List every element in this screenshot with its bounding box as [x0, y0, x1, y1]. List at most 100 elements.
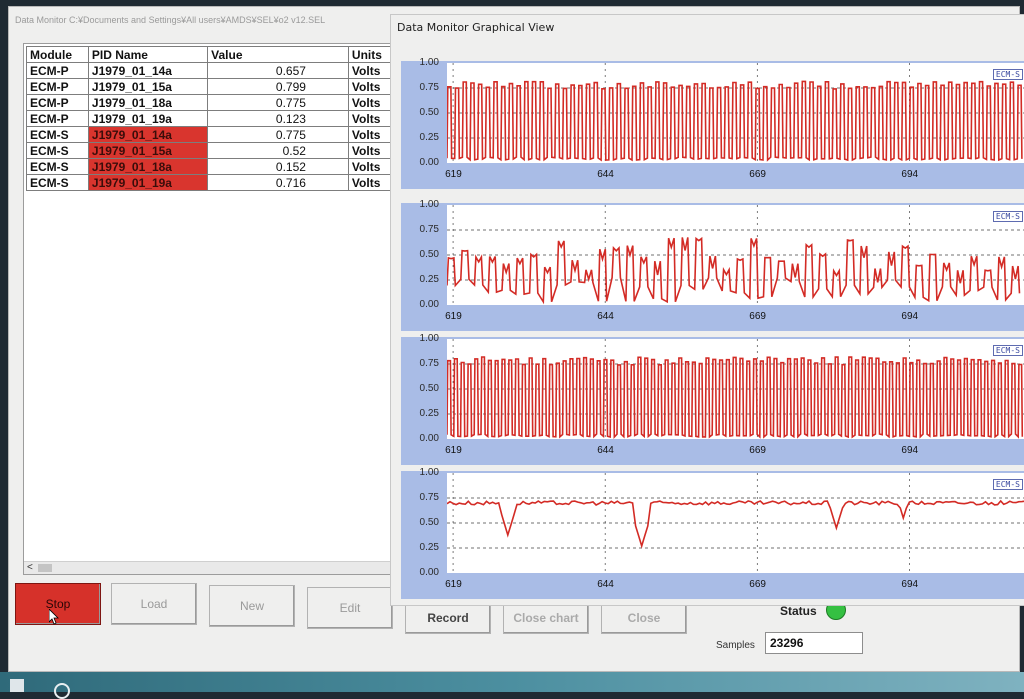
- y-tick-label: 0.50: [419, 249, 439, 260]
- plot-area[interactable]: ECM-S: [447, 63, 1024, 163]
- table-row[interactable]: ECM-S J1979_01_14a 0.775 Volts: [26, 126, 395, 143]
- y-tick-label: 1.00: [419, 467, 439, 478]
- value-cell: 0.123: [207, 110, 349, 127]
- column-header-value[interactable]: Value: [207, 46, 349, 63]
- status-label: Status: [780, 604, 817, 618]
- chart-panel: 1.00 0.75 0.50 0.25 0.00 ECM-S 619 644 669 694: [401, 199, 1024, 331]
- x-tick-label: 694: [901, 169, 919, 180]
- x-tick-label: 669: [749, 311, 766, 322]
- x-tick-label: 619: [445, 169, 462, 180]
- samples-label: Samples: [716, 640, 755, 651]
- y-tick-label: 0.50: [419, 383, 439, 394]
- y-tick-label: 0.75: [419, 492, 439, 503]
- plot-area[interactable]: ECM-S: [447, 473, 1024, 573]
- pid-name-cell: J1979_01_18a: [87, 158, 209, 175]
- module-cell: ECM-S: [26, 142, 89, 159]
- chart-legend[interactable]: ECM-S: [992, 479, 1023, 490]
- plot-area[interactable]: ECM-S: [447, 205, 1024, 305]
- pid-name-cell: J1979_01_14a: [87, 62, 209, 79]
- window-title: Data Monitor C:¥Documents and Settings¥A…: [15, 15, 326, 25]
- signal-trace-line: [447, 236, 1021, 305]
- units-cell: Volts: [347, 78, 395, 95]
- y-tick-label: 0.00: [419, 433, 439, 444]
- y-tick-label: 1.00: [419, 333, 439, 344]
- chart-legend[interactable]: ECM-S: [992, 345, 1023, 356]
- y-tick-label: 0.25: [419, 408, 439, 419]
- new-button[interactable]: New: [209, 585, 295, 627]
- x-tick-label: 694: [901, 579, 919, 590]
- signal-trace-line: [447, 499, 1024, 549]
- record-button[interactable]: Record: [405, 602, 491, 634]
- x-tick-label: 619: [445, 311, 462, 322]
- trace-svg: [447, 205, 1024, 305]
- y-tick-label: 0.75: [419, 224, 439, 235]
- taskbar: [0, 672, 1024, 692]
- column-header-module[interactable]: Module: [26, 46, 89, 63]
- units-cell: Volts: [347, 62, 395, 79]
- value-cell: 0.657: [207, 62, 349, 79]
- chart-panel: 1.00 0.75 0.50 0.25 0.00 ECM-S 619 644 669 694: [401, 57, 1024, 189]
- table-row[interactable]: ECM-P J1979_01_15a 0.799 Volts: [26, 78, 395, 95]
- table-row[interactable]: ECM-P J1979_01_19a 0.123 Volts: [26, 110, 395, 127]
- y-tick-label: 1.00: [419, 57, 439, 68]
- mouse-cursor-icon: [49, 609, 59, 625]
- units-cell: Volts: [347, 110, 395, 127]
- pid-name-cell: J1979_01_14a: [87, 126, 209, 143]
- module-cell: ECM-P: [26, 78, 89, 95]
- table-row[interactable]: ECM-P J1979_01_14a 0.657 Volts: [26, 62, 395, 79]
- windows-start-icon[interactable]: [10, 679, 24, 692]
- module-cell: ECM-S: [26, 126, 89, 143]
- signal-trace-line: [447, 80, 1023, 162]
- chart-legend[interactable]: ECM-S: [992, 211, 1023, 222]
- y-tick-label: 0.00: [419, 157, 439, 168]
- close-chart-button[interactable]: Close chart: [503, 602, 589, 634]
- search-icon[interactable]: [54, 683, 70, 699]
- module-cell: ECM-P: [26, 94, 89, 111]
- x-tick-label: 619: [445, 445, 462, 456]
- y-tick-label: 0.75: [419, 358, 439, 369]
- pid-table-area: Module PID Name Value Units ECM-P J1979_0…: [23, 43, 395, 575]
- x-tick-label: 644: [597, 445, 614, 456]
- y-tick-label: 0.00: [419, 567, 439, 578]
- trace-svg: [447, 63, 1024, 163]
- column-header-pid-name[interactable]: PID Name: [87, 46, 209, 63]
- chart-legend[interactable]: ECM-S: [992, 69, 1023, 80]
- module-cell: ECM-S: [26, 174, 89, 191]
- module-cell: ECM-S: [26, 158, 89, 175]
- pid-name-cell: J1979_01_15a: [87, 142, 209, 159]
- value-cell: 0.152: [207, 158, 349, 175]
- load-button[interactable]: Load: [111, 583, 197, 625]
- pid-name-cell: J1979_01_18a: [87, 94, 209, 111]
- plot-area[interactable]: ECM-S: [447, 339, 1024, 439]
- value-cell: 0.799: [207, 78, 349, 95]
- samples-field: 23296: [765, 632, 863, 654]
- x-tick-label: 644: [597, 579, 614, 590]
- table-row[interactable]: ECM-S J1979_01_15a 0.52 Volts: [26, 142, 395, 159]
- table-row[interactable]: ECM-S J1979_01_18a 0.152 Volts: [26, 158, 395, 175]
- horizontal-scrollbar[interactable]: <: [24, 561, 394, 574]
- units-cell: Volts: [347, 142, 395, 159]
- table-row[interactable]: ECM-P J1979_01_18a 0.775 Volts: [26, 94, 395, 111]
- pid-table: Module PID Name Value Units ECM-P J1979_0…: [26, 46, 395, 191]
- x-tick-label: 644: [597, 311, 614, 322]
- units-cell: Volts: [347, 126, 395, 143]
- x-tick-label: 669: [749, 445, 766, 456]
- table-row[interactable]: ECM-S J1979_01_19a 0.716 Volts: [26, 174, 395, 191]
- chart-panel: 1.00 0.75 0.50 0.25 0.00 ECM-S 619 644 669 694: [401, 333, 1024, 465]
- trace-svg: [447, 339, 1024, 439]
- table-header-row: Module PID Name Value Units: [26, 46, 395, 63]
- edit-button[interactable]: Edit: [307, 587, 393, 629]
- trace-svg: [447, 473, 1024, 573]
- scroll-thumb[interactable]: [38, 564, 52, 572]
- scroll-left-arrow-icon[interactable]: <: [27, 562, 33, 573]
- signal-trace-line: [447, 356, 1024, 439]
- value-cell: 0.775: [207, 126, 349, 143]
- y-tick-label: 1.00: [419, 199, 439, 210]
- y-tick-label: 0.50: [419, 517, 439, 528]
- close-button[interactable]: Close: [601, 602, 687, 634]
- units-cell: Volts: [347, 174, 395, 191]
- x-tick-label: 644: [597, 169, 614, 180]
- column-header-units[interactable]: Units: [347, 46, 395, 63]
- y-tick-label: 0.00: [419, 299, 439, 310]
- y-tick-label: 0.75: [419, 82, 439, 93]
